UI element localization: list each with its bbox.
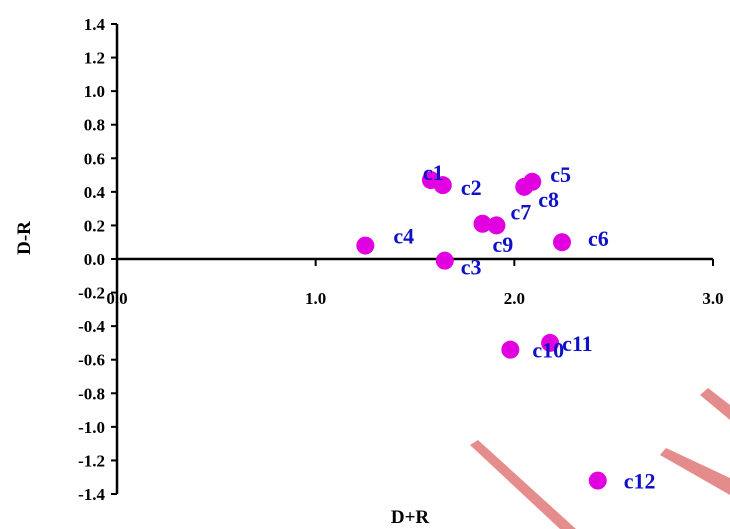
data-point-c8 bbox=[515, 177, 534, 196]
y-tick-label: -0.4 bbox=[78, 317, 105, 336]
point-label-c5: c5 bbox=[550, 162, 571, 187]
point-label-c6: c6 bbox=[588, 226, 609, 251]
y-axis-title: D-R bbox=[14, 221, 35, 255]
y-tick-label: 0.8 bbox=[84, 116, 105, 135]
y-tick-label: 0.2 bbox=[84, 216, 105, 235]
x-tick-label: 3.0 bbox=[702, 289, 723, 308]
watermark-stripes bbox=[470, 388, 730, 529]
point-label-c3: c3 bbox=[461, 255, 482, 280]
y-tick-label: 0.0 bbox=[84, 250, 105, 269]
x-tick-label: 2.0 bbox=[504, 289, 525, 308]
y-tick-label: -0.6 bbox=[78, 351, 105, 370]
point-label-c4: c4 bbox=[393, 224, 414, 249]
y-tick-label: 0.6 bbox=[84, 149, 105, 168]
data-point-c9 bbox=[473, 214, 492, 233]
x-tick-label: 0.0 bbox=[106, 289, 127, 308]
x-tick-label: 1.0 bbox=[305, 289, 326, 308]
x-axis-title: D+R bbox=[391, 507, 430, 528]
point-label-c2: c2 bbox=[461, 175, 482, 200]
y-tick-label: -0.2 bbox=[78, 284, 105, 303]
y-tick-label: -1.2 bbox=[78, 451, 105, 470]
point-label-c1: c1 bbox=[423, 160, 444, 185]
data-point-c11 bbox=[541, 333, 560, 352]
data-point-c3 bbox=[435, 251, 454, 270]
point-label-c9: c9 bbox=[493, 232, 514, 257]
y-tick-label: 1.4 bbox=[84, 15, 106, 34]
point-label-c12: c12 bbox=[624, 469, 656, 494]
y-tick-label: 1.2 bbox=[84, 49, 105, 68]
y-tick-label: 1.0 bbox=[84, 82, 105, 101]
y-tick-label: -1.4 bbox=[78, 485, 105, 504]
point-label-c8: c8 bbox=[538, 187, 559, 212]
y-tick-label: -1.0 bbox=[78, 418, 105, 437]
data-point-c4 bbox=[356, 236, 375, 255]
data-point-c12 bbox=[588, 471, 607, 490]
y-tick-label: -0.8 bbox=[78, 384, 105, 403]
point-label-c11: c11 bbox=[562, 331, 593, 356]
data-point-c7 bbox=[487, 216, 506, 235]
y-tick-label: 0.4 bbox=[84, 183, 106, 202]
data-point-c10 bbox=[501, 340, 520, 359]
axes bbox=[111, 23, 714, 495]
point-label-c7: c7 bbox=[510, 199, 531, 224]
data-point-c6 bbox=[553, 233, 572, 252]
tick-labels: 1.41.21.00.80.60.40.20.0-0.2-0.4-0.6-0.8… bbox=[78, 15, 724, 504]
point-label-c10: c10 bbox=[532, 338, 564, 363]
data-point-c2 bbox=[433, 176, 452, 195]
